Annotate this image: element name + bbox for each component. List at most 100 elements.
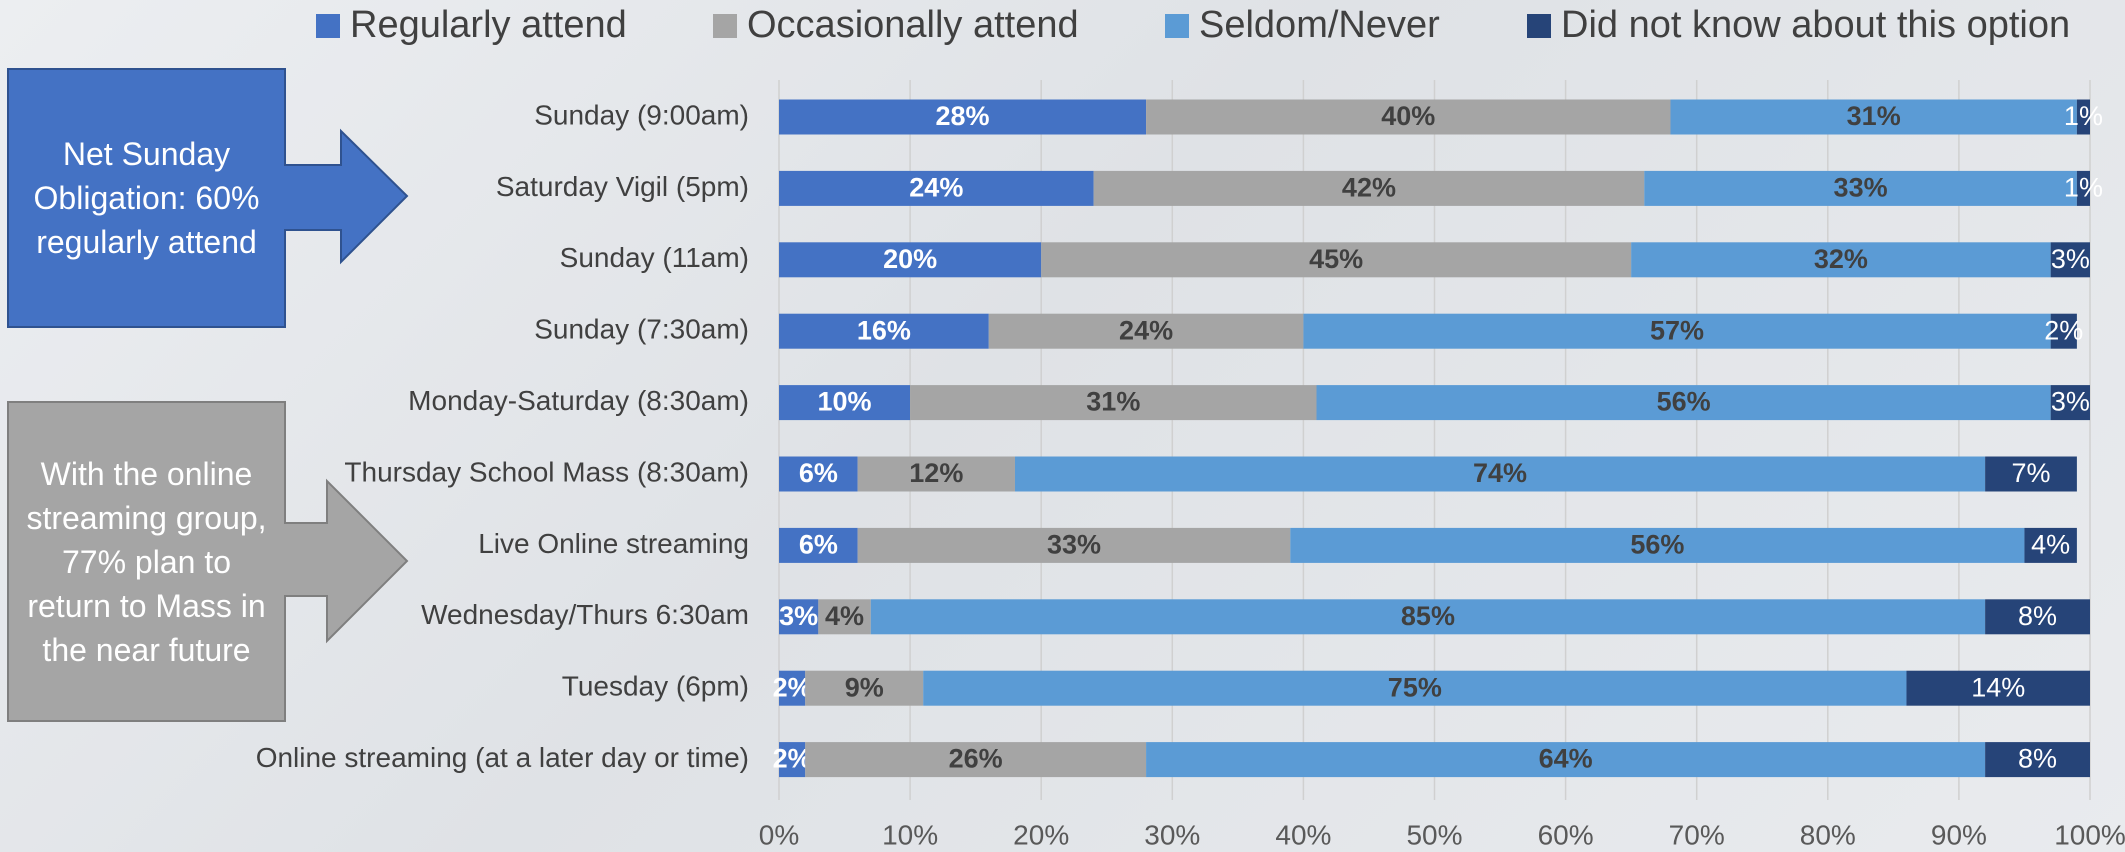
value-label: 85% bbox=[1401, 601, 1455, 631]
legend-swatch bbox=[1527, 14, 1551, 38]
value-label: 3% bbox=[2051, 387, 2090, 417]
bar-segment bbox=[779, 456, 858, 492]
value-label: 57% bbox=[1650, 315, 1704, 345]
bar-segment bbox=[1014, 456, 1986, 492]
y-tick-label: Sunday (7:30am) bbox=[534, 314, 749, 345]
bar-segment bbox=[1303, 313, 2051, 349]
bar-segment bbox=[805, 670, 924, 706]
value-label: 75% bbox=[1388, 672, 1442, 702]
value-label: 20% bbox=[883, 244, 937, 274]
bar-segment bbox=[1985, 599, 2090, 635]
value-label: 32% bbox=[1814, 244, 1868, 274]
bar-segment bbox=[779, 742, 806, 778]
value-label: 8% bbox=[2018, 601, 2057, 631]
bar-segment bbox=[779, 599, 819, 635]
value-label: 6% bbox=[799, 458, 838, 488]
bar-segment bbox=[870, 599, 1986, 635]
y-tick-label: Tuesday (6pm) bbox=[562, 671, 749, 702]
x-tick-label: 40% bbox=[1275, 819, 1331, 850]
value-label: 3% bbox=[2051, 244, 2090, 274]
x-tick-label: 70% bbox=[1669, 819, 1725, 850]
bar-segment bbox=[2050, 385, 2090, 421]
legend-label: Occasionally attend bbox=[747, 4, 1079, 46]
bar-segment bbox=[779, 527, 858, 563]
y-tick-label: Wednesday/Thurs 6:30am bbox=[421, 599, 749, 630]
x-tick-label: 80% bbox=[1800, 819, 1856, 850]
value-label: 1% bbox=[2064, 101, 2103, 131]
bar-segment bbox=[779, 242, 1042, 278]
x-tick-label: 0% bbox=[759, 819, 799, 850]
bar-segment bbox=[1290, 527, 2025, 563]
value-label: 12% bbox=[909, 458, 963, 488]
callout-text: Net Sunday Obligation: 60% regularly att… bbox=[33, 136, 260, 260]
value-label: 14% bbox=[1971, 672, 2025, 702]
x-tick-label: 100% bbox=[2054, 819, 2125, 850]
bar-segment bbox=[1093, 170, 1645, 206]
y-tick-label: Online streaming (at a later day or time… bbox=[256, 742, 749, 773]
bar-segment bbox=[779, 670, 806, 706]
value-label: 40% bbox=[1381, 101, 1435, 131]
y-tick-label: Thursday School Mass (8:30am) bbox=[344, 456, 749, 487]
bar-segment bbox=[1146, 742, 1986, 778]
value-label: 64% bbox=[1539, 744, 1593, 774]
bar-segment bbox=[1041, 242, 1632, 278]
bar-segment bbox=[1985, 742, 2090, 778]
bar-segment bbox=[910, 385, 1317, 421]
bar-segment bbox=[805, 742, 1147, 778]
bar-segment bbox=[818, 599, 871, 635]
y-tick-label: Sunday (9:00am) bbox=[534, 99, 749, 130]
bar-segment bbox=[2076, 99, 2090, 135]
legend-label: Did not know about this option bbox=[1561, 4, 2070, 46]
callout-arrow bbox=[7, 401, 409, 722]
y-tick-label: Live Online streaming bbox=[478, 528, 749, 559]
bar-segment bbox=[857, 456, 1015, 492]
bar-segment bbox=[923, 670, 1907, 706]
y-tick-label: Saturday Vigil (5pm) bbox=[496, 171, 749, 202]
legend-swatch bbox=[713, 14, 737, 38]
value-label: 4% bbox=[825, 601, 864, 631]
value-label: 45% bbox=[1309, 244, 1363, 274]
bar-segment bbox=[779, 170, 1094, 206]
value-label: 56% bbox=[1657, 387, 1711, 417]
value-label: 56% bbox=[1630, 530, 1684, 560]
bar-segment bbox=[2050, 242, 2090, 278]
value-label: 42% bbox=[1342, 173, 1396, 203]
bar-segment bbox=[2024, 527, 2077, 563]
bar-segment bbox=[1631, 242, 2051, 278]
value-label: 16% bbox=[857, 315, 911, 345]
value-label: 4% bbox=[2031, 530, 2070, 560]
bar-segment bbox=[988, 313, 1304, 349]
value-label: 24% bbox=[1119, 315, 1173, 345]
value-label: 1% bbox=[2064, 173, 2103, 203]
value-label: 3% bbox=[779, 601, 818, 631]
bar-segment bbox=[1146, 99, 1671, 135]
y-tick-label: Monday-Saturday (8:30am) bbox=[408, 385, 749, 416]
value-label: 24% bbox=[909, 173, 963, 203]
legend-label: Seldom/Never bbox=[1199, 4, 1440, 46]
y-tick-label: Sunday (11am) bbox=[560, 242, 749, 273]
bar-segment bbox=[2076, 170, 2090, 206]
value-label: 2% bbox=[773, 672, 812, 702]
value-label: 33% bbox=[1047, 530, 1101, 560]
x-tick-label: 90% bbox=[1931, 819, 1987, 850]
bar-segment bbox=[1316, 385, 2051, 421]
value-label: 31% bbox=[1086, 387, 1140, 417]
bar-segment bbox=[779, 385, 911, 421]
value-label: 2% bbox=[773, 744, 812, 774]
value-label: 2% bbox=[2044, 315, 2083, 345]
bar-segment bbox=[1644, 170, 2077, 206]
x-tick-label: 10% bbox=[882, 819, 938, 850]
x-tick-label: 50% bbox=[1406, 819, 1462, 850]
bar-segment bbox=[1670, 99, 2077, 135]
value-label: 8% bbox=[2018, 744, 2057, 774]
bar-segment bbox=[1906, 670, 2090, 706]
value-label: 6% bbox=[799, 530, 838, 560]
value-label: 31% bbox=[1847, 101, 1901, 131]
value-label: 10% bbox=[818, 387, 872, 417]
bar-segment bbox=[857, 527, 1291, 563]
callout-arrow bbox=[7, 68, 409, 328]
bar-segment bbox=[779, 99, 1147, 135]
value-label: 9% bbox=[845, 672, 884, 702]
bar-segment bbox=[2050, 313, 2077, 349]
